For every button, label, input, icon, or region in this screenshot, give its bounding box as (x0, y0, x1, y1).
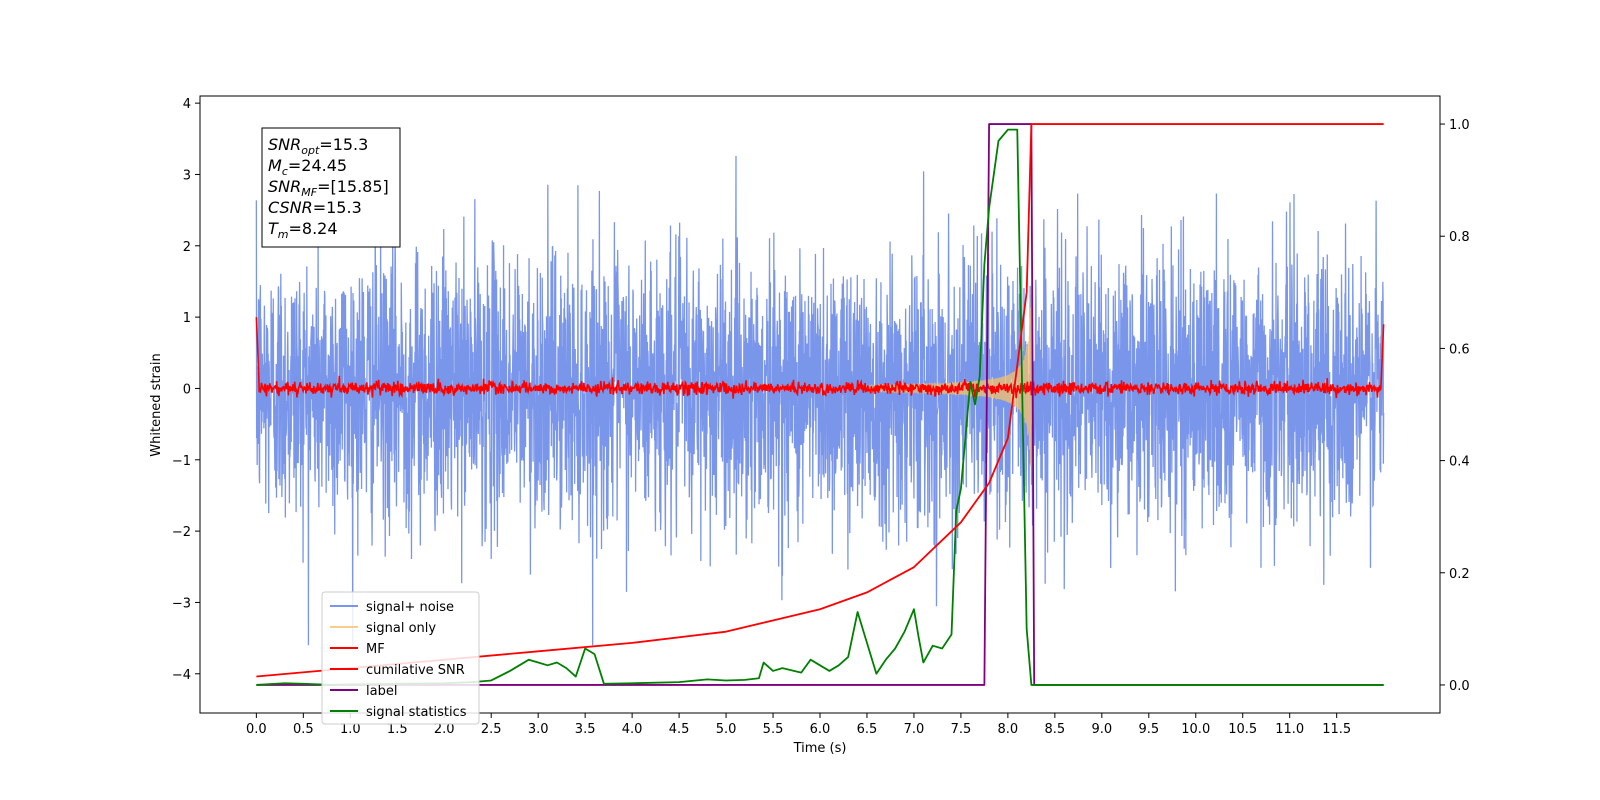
x-tick-label: 8.0 (998, 722, 1019, 737)
y-right-tick-label: 0.4 (1449, 455, 1470, 470)
annotation-subscript: opt (301, 144, 320, 157)
x-tick-label: 11.0 (1275, 722, 1304, 737)
legend-label: cumilative SNR (366, 663, 465, 678)
x-tick-label: 1.5 (387, 722, 408, 737)
annotation-name: SNR (268, 177, 301, 196)
x-axis: 0.0 0.5 1.0 1.5 2.0 2.5 3.0 3.5 4.0 4.5 5.0 5.5 6.0 6… (246, 713, 1351, 737)
annotation-line: Tm=8.24 (268, 219, 338, 241)
legend: signal+ noise signal only MF cumilative SNR… (321, 591, 480, 725)
legend-label: signal only (366, 621, 436, 636)
x-tick-label: 5.0 (716, 722, 737, 737)
annotation-subscript: c (282, 165, 288, 178)
x-tick-label: 2.5 (481, 722, 502, 737)
y-tick-label: 4 (183, 97, 191, 112)
x-tick-label: 10.5 (1228, 722, 1257, 737)
x-tick-label: 6.0 (810, 722, 831, 737)
x-tick-label: 7.0 (904, 722, 925, 737)
legend-label: signal+ noise (366, 600, 454, 615)
y-right-tick-label: 0.2 (1449, 567, 1470, 582)
y-tick-label: 0 (183, 382, 191, 397)
annotation-subscript: m (278, 228, 289, 241)
annotation-subscript: MF (301, 186, 317, 199)
x-tick-label: 0.5 (293, 722, 314, 737)
y-right-tick-label: 0.6 (1449, 342, 1470, 357)
y-tick-label: 3 (183, 168, 191, 183)
annotation-line: Mc=24.45 (268, 156, 347, 178)
y-right-tick-label: 1.0 (1449, 118, 1470, 133)
y-tick-label: −3 (172, 596, 191, 611)
annotation-line: SNRMF=[15.85] (268, 177, 389, 199)
series-mf (255, 317, 1385, 399)
x-tick-label: 9.0 (1091, 722, 1112, 737)
annotation-name: M (268, 156, 282, 175)
x-tick-label: 1.0 (340, 722, 361, 737)
x-tick-label: 9.5 (1138, 722, 1159, 737)
x-tick-label: 5.5 (763, 722, 784, 737)
snr-annotation-box: SNRopt=15.3Mc=24.45SNRMF=[15.85]CSNR=15.… (261, 127, 401, 248)
annotation-value: =15.3 (313, 198, 362, 217)
annotation-value: =24.45 (288, 156, 347, 175)
y-right-tick-label: 0.0 (1449, 679, 1470, 694)
series-signal-statistics (256, 128, 1384, 686)
annotation-name: T (268, 219, 279, 238)
annotation-name: SNR (268, 135, 301, 154)
legend-label: label (366, 684, 397, 699)
annotation-value: =8.24 (289, 219, 338, 238)
y-right-tick-label: 0.8 (1449, 230, 1470, 245)
y-axis-label: Whitened strain (149, 353, 164, 456)
y-tick-label: −1 (172, 454, 191, 469)
x-tick-label: 3.5 (575, 722, 596, 737)
annotation-name: CSNR (268, 198, 313, 217)
annotation-value: =15.3 (319, 135, 368, 154)
x-tick-label: 6.5 (857, 722, 878, 737)
x-tick-label: 0.0 (246, 722, 267, 737)
legend-label: signal statistics (366, 705, 467, 720)
x-tick-label: 3.0 (528, 722, 549, 737)
x-axis-label: Time (s) (793, 741, 847, 756)
x-tick-label: 4.5 (669, 722, 690, 737)
y-axis-left: 4 3 2 1 0 −1 −2 −3 −4 (172, 97, 200, 683)
x-tick-label: 8.5 (1045, 722, 1066, 737)
y-tick-label: 2 (183, 240, 191, 255)
x-tick-label: 10.0 (1181, 722, 1210, 737)
y-tick-label: −2 (172, 525, 191, 540)
annotation-line: CSNR=15.3 (268, 198, 362, 217)
annotation-value: =[15.85] (317, 177, 389, 196)
y-tick-label: −4 (172, 668, 191, 683)
x-tick-label: 7.5 (951, 722, 972, 737)
annotation-line: SNRopt=15.3 (268, 135, 368, 157)
y-axis-right: 1.0 0.8 0.6 0.4 0.2 0.0 (1440, 118, 1470, 694)
x-tick-label: 11.5 (1322, 722, 1351, 737)
legend-label: MF (366, 642, 385, 657)
x-tick-label: 4.0 (622, 722, 643, 737)
y-tick-label: 1 (183, 311, 191, 326)
x-tick-label: 2.0 (434, 722, 455, 737)
